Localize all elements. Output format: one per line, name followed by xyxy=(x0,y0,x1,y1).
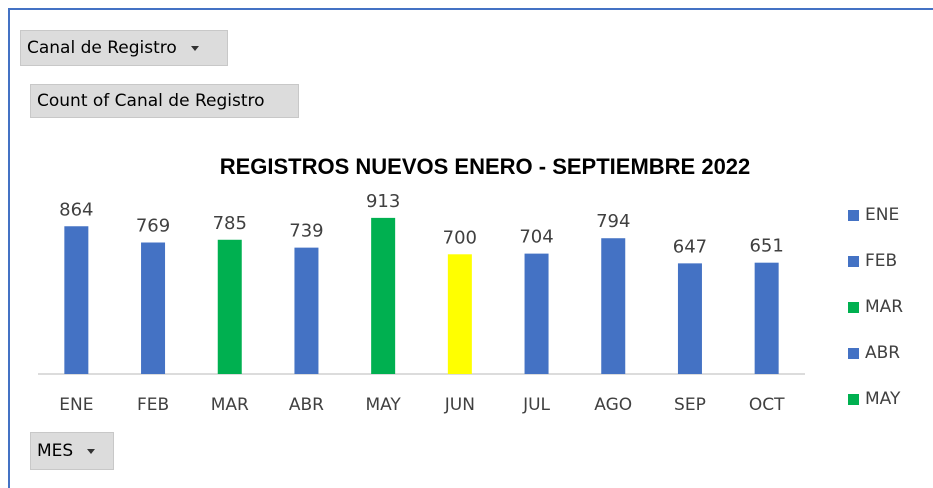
axis-field-button[interactable]: MES xyxy=(30,432,114,470)
filter-field-label: Canal de Registro xyxy=(27,38,177,58)
frame xyxy=(8,8,933,488)
value-field-label: Count of Canal de Registro xyxy=(37,91,265,111)
value-field-button[interactable]: Count of Canal de Registro xyxy=(30,84,299,118)
filter-field-button[interactable]: Canal de Registro xyxy=(20,30,228,66)
axis-field-label: MES xyxy=(37,441,74,461)
